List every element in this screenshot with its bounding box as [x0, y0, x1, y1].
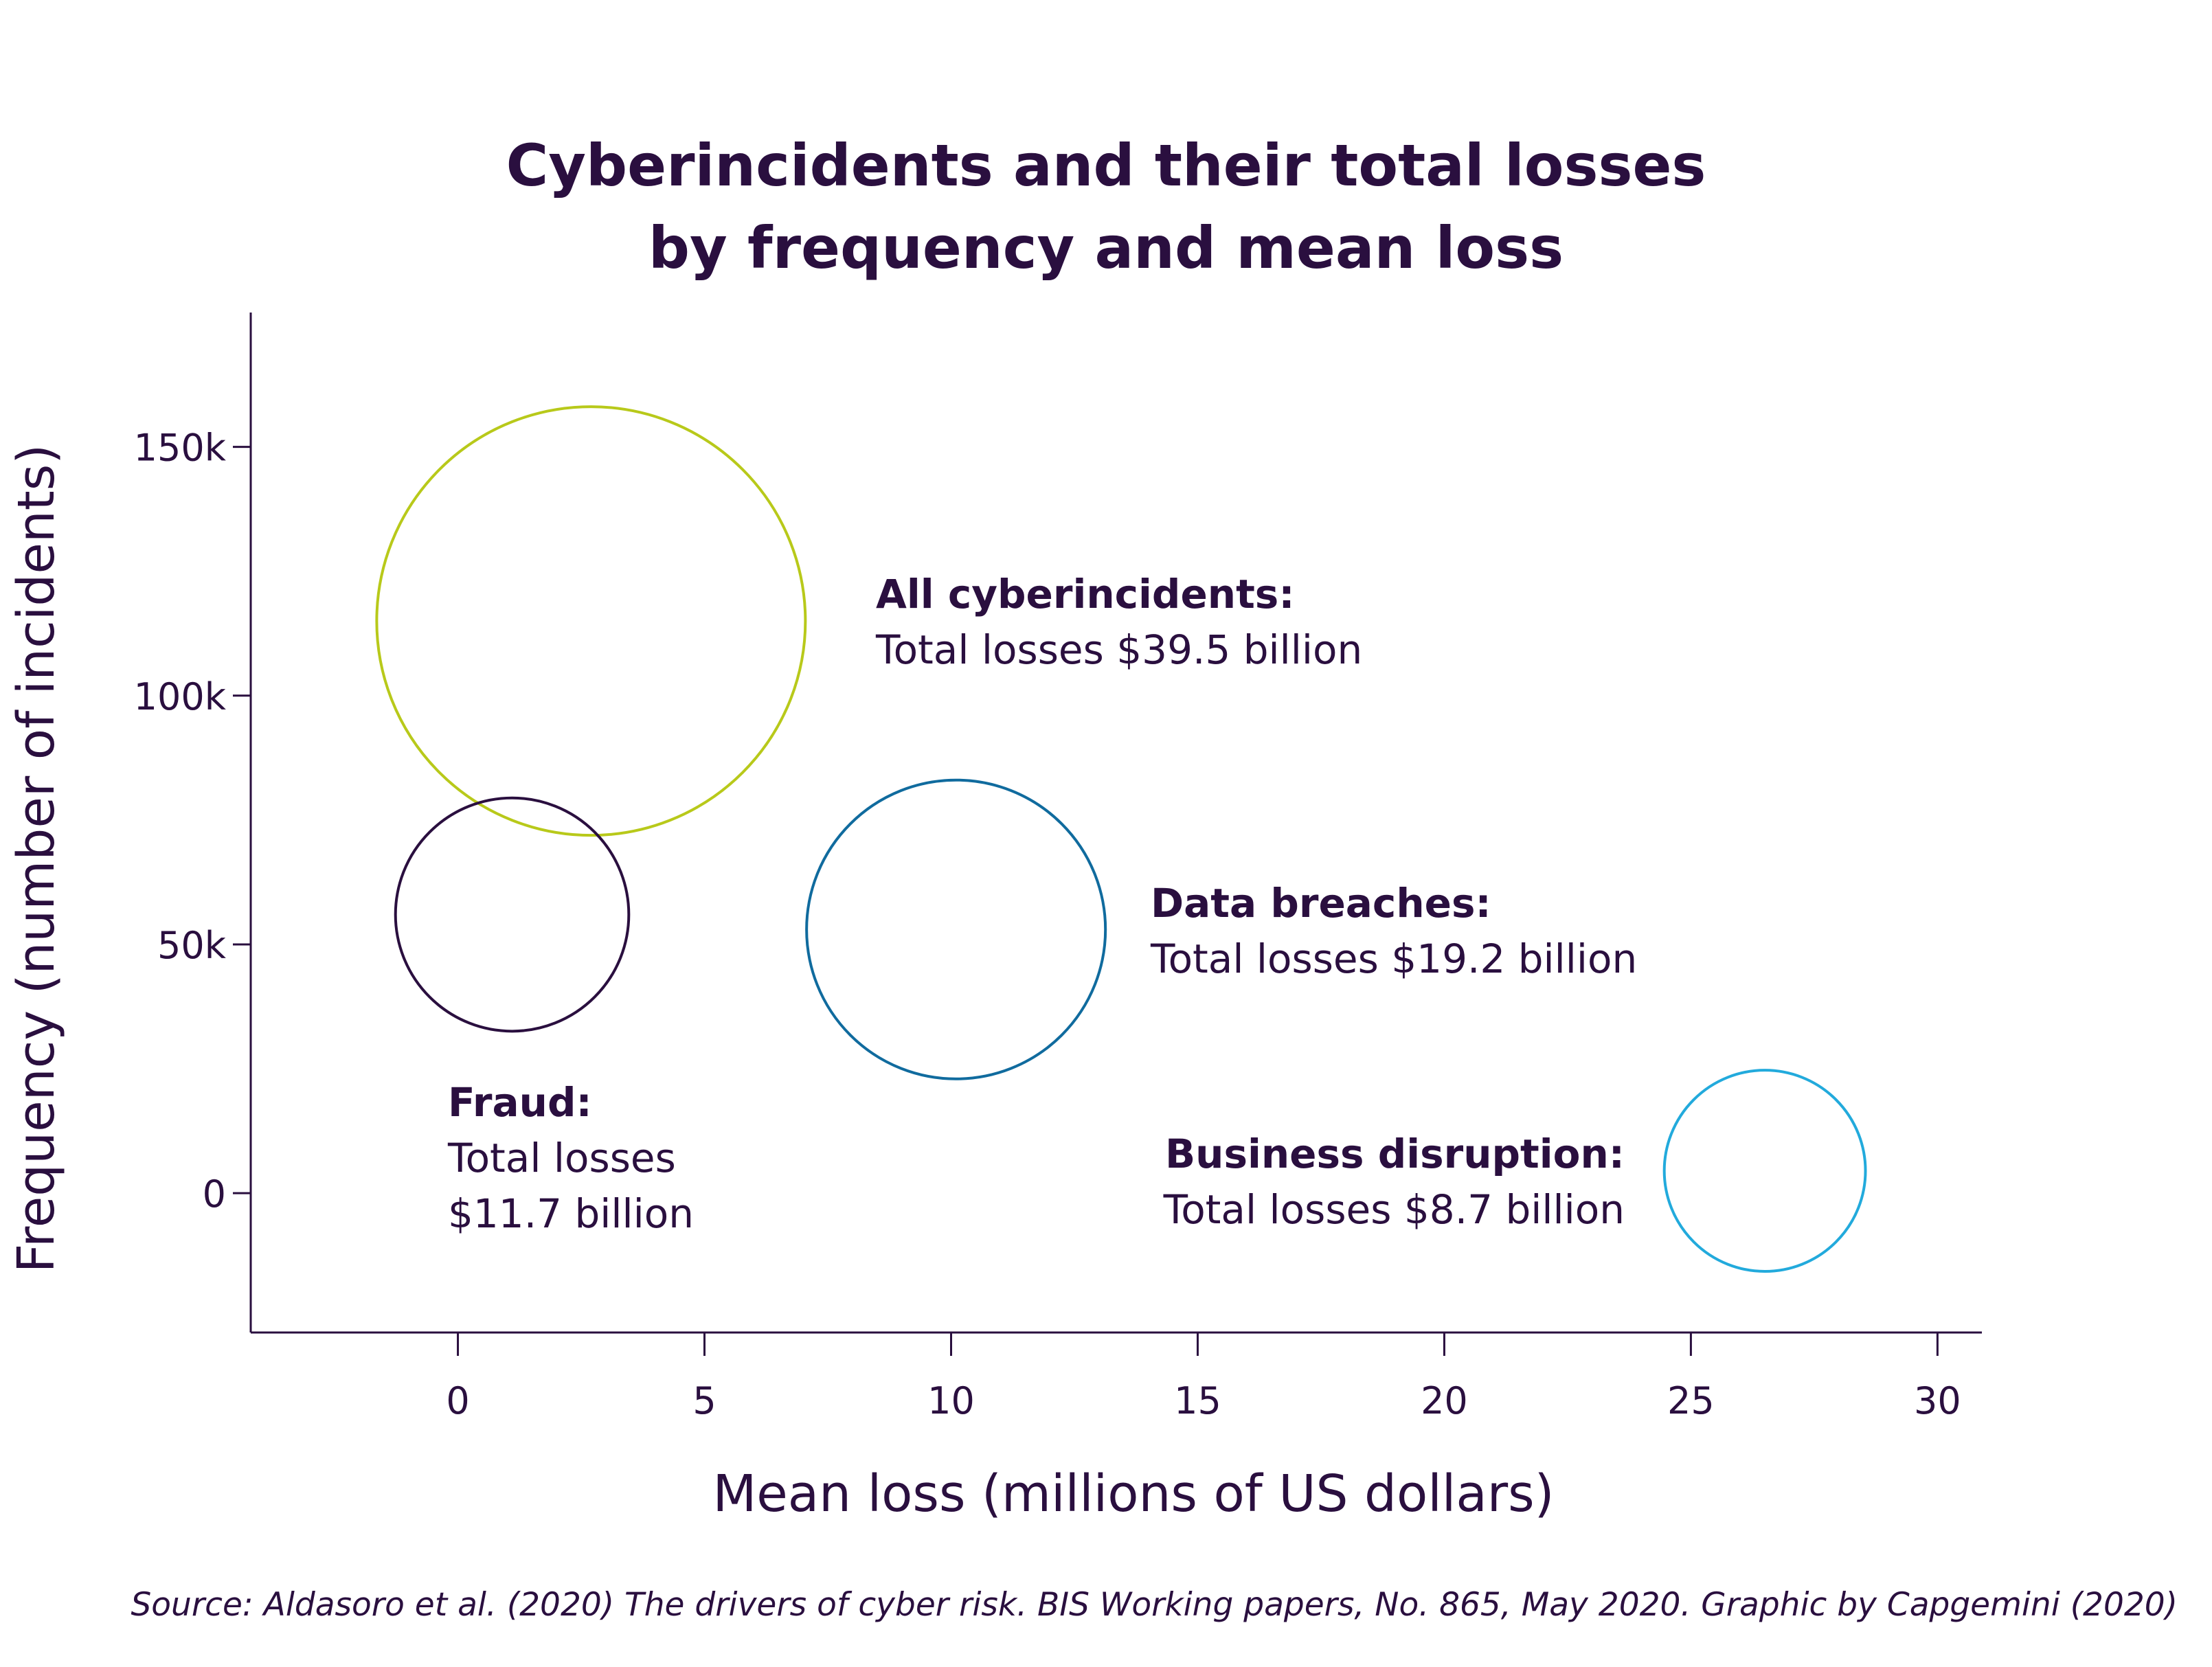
x-tick-label: 0: [446, 1379, 469, 1422]
annotation-heading: All cyberincidents:: [876, 571, 1295, 617]
x-tick-label: 30: [1914, 1379, 1961, 1422]
y-axis-ticks: 0 50k 100k 150k: [134, 427, 251, 1216]
x-tick-label: 25: [1667, 1379, 1715, 1422]
y-tick-label: 100k: [134, 675, 227, 718]
x-tick-label: 10: [927, 1379, 975, 1422]
annotation-business-disruption: Business disruption: Total losses $8.7 bi…: [1163, 1131, 1625, 1233]
bubbles: [375, 405, 1867, 1273]
annotation-fraud: Fraud: Total losses $11.7 billion: [447, 1079, 694, 1237]
y-tick-label: 50k: [157, 924, 227, 967]
chart-title-line-2: by frequency and mean loss: [648, 214, 1564, 282]
bubble-all-cyberincidents: [375, 405, 807, 837]
annotations: All cyberincidents: Total losses $39.5 bi…: [447, 571, 1637, 1237]
source-note: Source: Aldasoro et al. (2020) The drive…: [131, 1586, 2178, 1624]
annotation-heading: Data breaches:: [1151, 880, 1491, 927]
annotation-text: Total losses $39.5 billion: [875, 626, 1362, 673]
x-axis-label: Mean loss (millions of US dollars): [712, 1464, 1554, 1523]
x-axis-ticks: 0 5 10 15 20 25 30: [446, 1333, 1961, 1422]
x-tick-label: 5: [692, 1379, 716, 1422]
axes: [249, 313, 1982, 1334]
x-tick-label: 15: [1174, 1379, 1221, 1422]
annotation-text: Total losses: [447, 1135, 676, 1181]
y-tick-label: 150k: [134, 427, 227, 470]
bubble-business-disruption: [1662, 1069, 1867, 1273]
annotation-text: Total losses $19.2 billion: [1150, 935, 1637, 982]
annotation-heading: Fraud:: [448, 1079, 592, 1126]
bubble-fraud: [394, 796, 631, 1033]
y-axis-label: Frequency (number of incidents): [7, 444, 66, 1273]
annotation-text: $11.7 billion: [448, 1190, 694, 1237]
annotation-heading: Business disruption:: [1165, 1131, 1625, 1177]
bubble-data-breaches: [805, 778, 1107, 1080]
x-tick-label: 20: [1421, 1379, 1468, 1422]
annotation-text: Total losses $8.7 billion: [1163, 1186, 1625, 1233]
chart-title-line-1: Cyberincidents and their total losses: [506, 132, 1706, 199]
y-tick-label: 0: [203, 1172, 226, 1216]
annotation-data-breaches: Data breaches: Total losses $19.2 billion: [1150, 880, 1637, 982]
annotation-all-cyberincidents: All cyberincidents: Total losses $39.5 bi…: [875, 571, 1362, 673]
